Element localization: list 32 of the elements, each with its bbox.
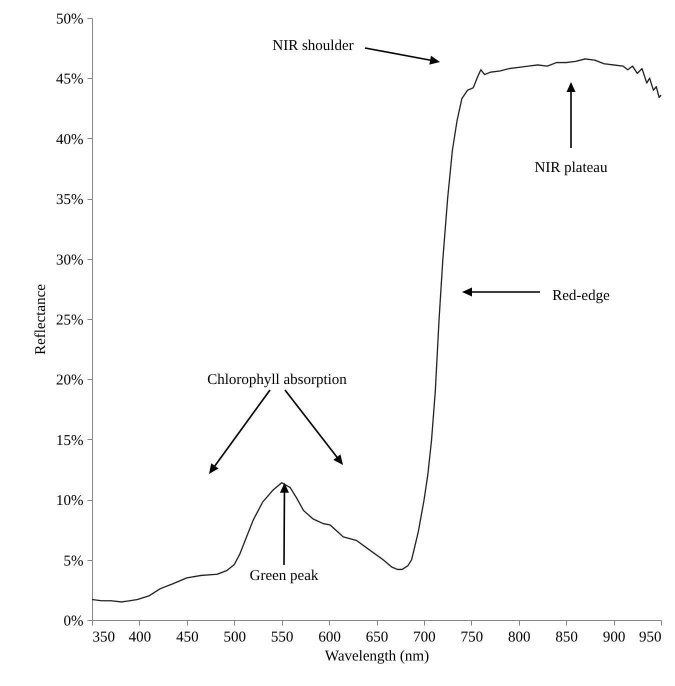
- y-tick-label: 15%: [56, 432, 84, 449]
- annotation: NIR plateau: [534, 160, 608, 176]
- x-tick-label: 350: [92, 630, 115, 646]
- y-tick-label: 0%: [64, 614, 84, 630]
- y-tick-label: 45%: [56, 72, 84, 88]
- x-tick-label: 800: [508, 630, 530, 646]
- y-axis-title: Reflectance: [33, 284, 50, 355]
- x-tick-label: 700: [413, 630, 436, 646]
- x-tick-label: 550: [270, 630, 294, 646]
- y-tick-label: 5%: [64, 553, 84, 570]
- x-tick-label: 400: [128, 630, 152, 646]
- y-tick-label: 25%: [56, 312, 84, 328]
- x-tick-label: 750: [460, 630, 484, 646]
- x-tick-label: 900: [602, 630, 626, 646]
- annotation: Chlorophyll absorption: [207, 372, 348, 388]
- y-tick-label: 10%: [56, 493, 84, 510]
- y-tick-label: 35%: [56, 192, 84, 208]
- annotation: Green peak: [250, 568, 319, 584]
- x-tick-label: 650: [366, 630, 388, 646]
- x-tick-label: 450: [176, 630, 199, 646]
- x-tick-label: 850: [555, 630, 578, 646]
- y-tick-label: 20%: [56, 372, 84, 389]
- x-tick-label: 600: [318, 630, 341, 646]
- y-tick-label: 50%: [56, 12, 84, 28]
- y-tick-label: 40%: [56, 132, 84, 148]
- line-series: [91, 58, 662, 603]
- x-axis-title: Wavelength (nm): [324, 648, 430, 664]
- x-tick-label: 950: [639, 630, 662, 646]
- y-tick-label: 30%: [56, 252, 84, 268]
- annotation: NIR shoulder: [272, 38, 354, 54]
- x-tick-label: 500: [224, 630, 246, 646]
- annotation: Red-edge: [552, 288, 610, 304]
